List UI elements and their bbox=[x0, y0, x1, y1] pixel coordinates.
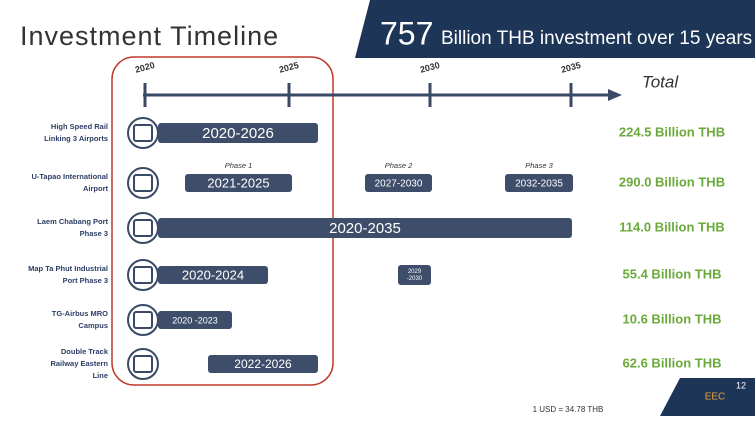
headline-number: 757 bbox=[380, 15, 433, 51]
bar-label: 2022-2026 bbox=[234, 357, 292, 371]
timeline-bar bbox=[158, 311, 232, 329]
year-label: 2020 bbox=[134, 60, 156, 75]
timeline-bar bbox=[158, 123, 318, 143]
icon-ring bbox=[127, 212, 159, 244]
row-total: 290.0 Billion THB bbox=[619, 174, 725, 189]
row-total: 114.0 Billion THB bbox=[619, 219, 724, 234]
row-label: Port Phase 3 bbox=[63, 276, 108, 285]
row-label: Campus bbox=[78, 321, 108, 330]
icon bbox=[133, 311, 153, 329]
icon-ring bbox=[127, 348, 159, 380]
bar-label: 2029 bbox=[408, 269, 422, 275]
icon-ring bbox=[127, 304, 159, 336]
year-label: 2025 bbox=[278, 60, 300, 75]
phase-label: Phase 3 bbox=[525, 161, 553, 170]
headline-text: Billion THB investment over 15 years bbox=[441, 28, 752, 49]
phase-label: Phase 1 bbox=[225, 161, 253, 170]
row-total: 224.5 Billion THB bbox=[619, 124, 725, 139]
bar-label: 2020-2026 bbox=[202, 125, 274, 142]
icon-ring bbox=[127, 167, 159, 199]
row-total: 10.6 Billion THB bbox=[623, 311, 722, 326]
year-label: 2035 bbox=[560, 60, 582, 75]
icon bbox=[133, 355, 153, 373]
bar-label: 2032-2035 bbox=[515, 179, 563, 190]
logo-cut bbox=[660, 378, 680, 416]
timeline-bar bbox=[208, 355, 318, 373]
row-label: Airport bbox=[83, 184, 109, 193]
icon-ring bbox=[127, 117, 159, 149]
row-total: 62.6 Billion THB bbox=[623, 355, 722, 370]
phase-label: Phase 2 bbox=[385, 161, 413, 170]
row-label: Phase 3 bbox=[80, 229, 108, 238]
year-label: 2030 bbox=[419, 60, 441, 75]
exchange-rate: 1 USD = 34.78 THB bbox=[533, 405, 604, 414]
page-number: 12 bbox=[736, 380, 746, 390]
banner-cut bbox=[355, 0, 370, 58]
bar-label: 2020 -2023 bbox=[172, 315, 218, 325]
row-label: Laem Chabang Port bbox=[37, 217, 108, 226]
icon-ring bbox=[127, 259, 159, 291]
bar-label: 2027-2030 bbox=[375, 179, 423, 190]
row-label: Line bbox=[93, 371, 108, 380]
bar-label: 2021-2025 bbox=[207, 175, 269, 190]
header-banner bbox=[355, 0, 755, 58]
total-label: Total bbox=[642, 72, 679, 91]
timeline-bar bbox=[505, 174, 573, 192]
row-label: Double Track bbox=[61, 347, 109, 356]
timeline-bar bbox=[158, 266, 268, 284]
row-label: Map Ta Phut Industrial bbox=[28, 264, 108, 273]
bar-label: -2030 bbox=[407, 276, 423, 282]
row-label: Linking 3 Airports bbox=[44, 134, 108, 143]
timeline-bar bbox=[398, 265, 431, 285]
timeline-bar bbox=[158, 218, 572, 238]
row-total: 55.4 Billion THB bbox=[623, 266, 722, 281]
row-label: U-Tapao International bbox=[31, 172, 108, 181]
bar-label: 2020-2024 bbox=[182, 267, 244, 282]
timeline-bar bbox=[185, 174, 292, 192]
bar-label: 2020-2035 bbox=[329, 220, 401, 237]
row-label: High Speed Rail bbox=[51, 122, 108, 131]
row-label: TG-Airbus MRO bbox=[52, 309, 108, 318]
title: Investment Timeline bbox=[20, 21, 279, 51]
row-label: Railway Eastern bbox=[50, 359, 108, 368]
timeline-bar bbox=[365, 174, 432, 192]
icon bbox=[133, 266, 153, 284]
icon bbox=[133, 219, 153, 237]
axis-arrow bbox=[608, 89, 622, 101]
icon bbox=[133, 174, 153, 192]
icon bbox=[133, 124, 153, 142]
logo: EEC bbox=[705, 392, 726, 403]
